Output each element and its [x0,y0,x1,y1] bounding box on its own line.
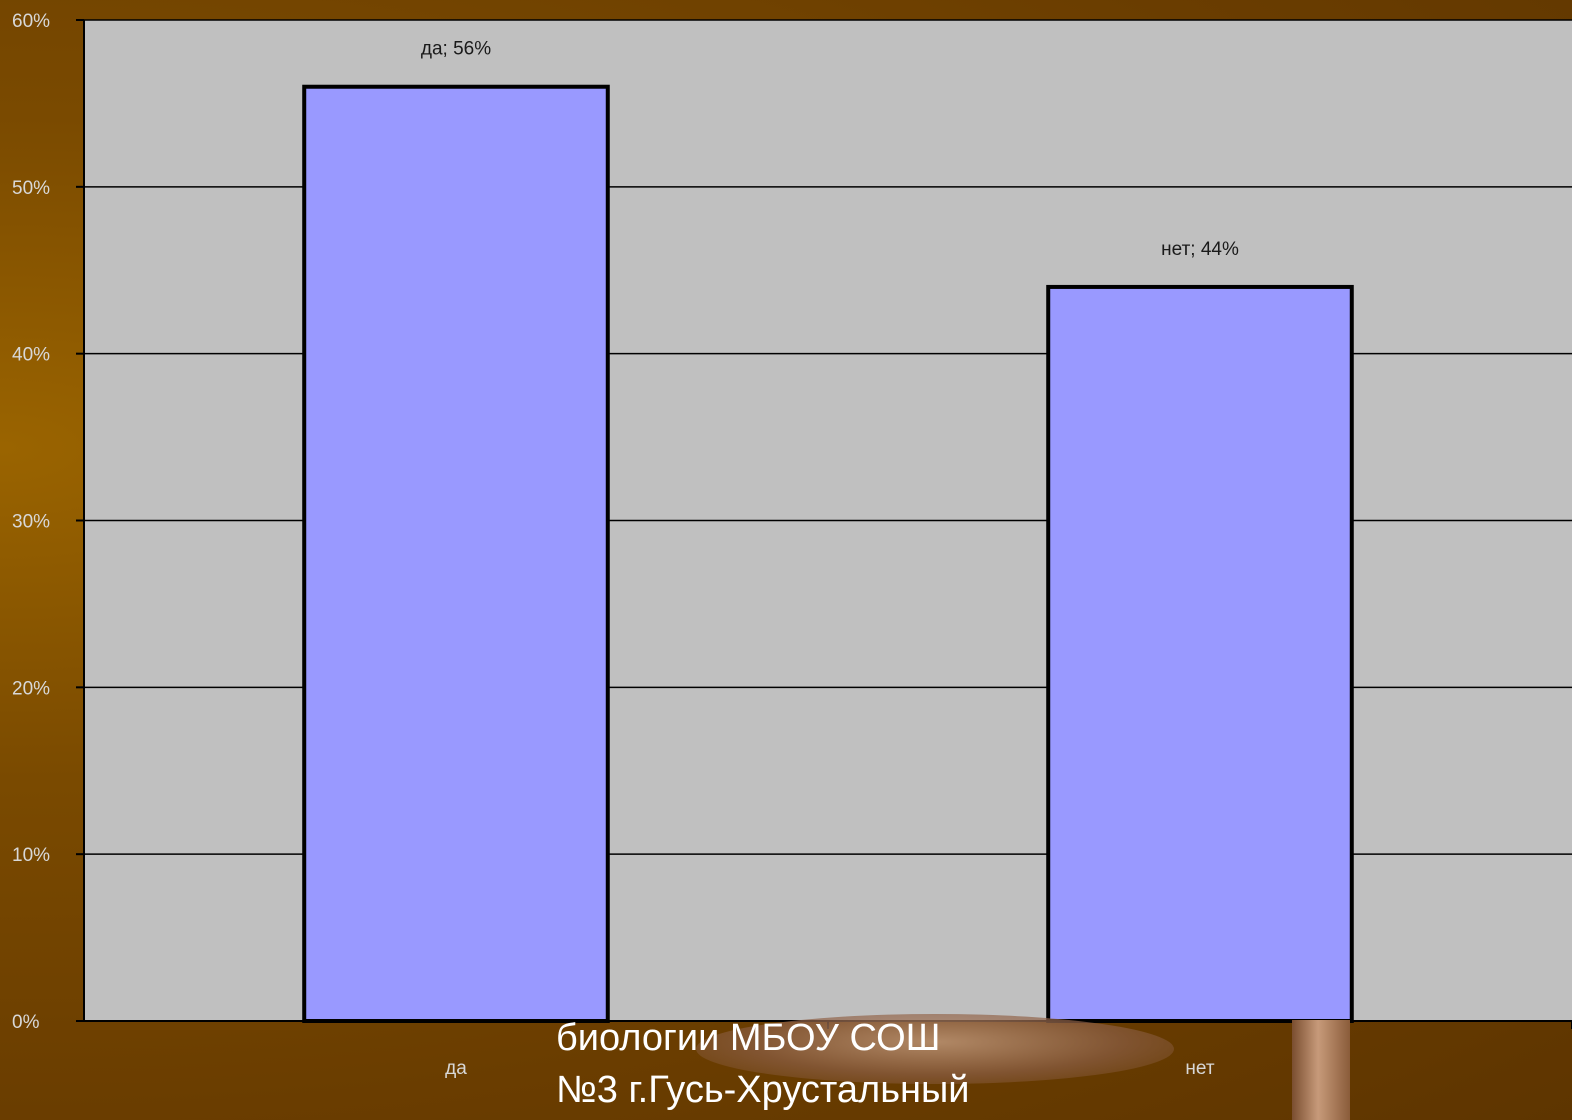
overlay-text-line-1: биологии МБОУ СОШ [556,1017,941,1059]
bar-2 [1046,284,1354,1023]
overlay-text-line-2: №3 г.Гусь-Хрустальный [556,1069,970,1111]
decorative-ellipse [696,1014,1174,1084]
decorative-pillar [1292,1020,1350,1120]
x-tick-label: да [445,1058,467,1079]
y-tick-label: 50% [12,178,50,199]
y-tick-label: 60% [12,11,50,32]
bar-1 [302,84,610,1023]
y-tick-label: 0% [12,1012,40,1033]
data-label: нет; 44% [1161,239,1239,260]
data-label: да; 56% [421,39,491,60]
bars: да; 56% нет; 44% [302,39,1354,1023]
y-tick-label: 20% [12,678,50,699]
y-axis-ticks: 0% 10% 20% 30% 40% 50% 60% [12,11,84,1033]
y-tick-label: 40% [12,345,50,366]
y-tick-label: 10% [12,845,50,866]
y-tick-label: 30% [12,512,50,533]
x-tick-label: нет [1185,1058,1214,1079]
